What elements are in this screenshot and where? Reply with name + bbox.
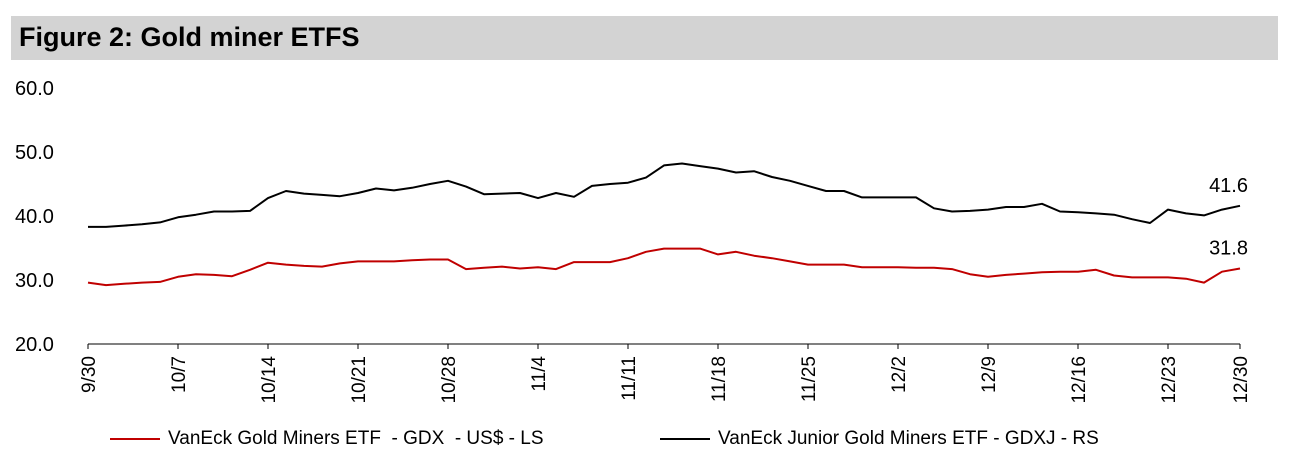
legend-label-gdx: VanEck Gold Miners ETF - GDX - US$ - LS [168, 428, 544, 449]
chart-legend: VanEck Gold Miners ETF - GDX - US$ - LS … [0, 428, 1299, 460]
legend-item-gdx: VanEck Gold Miners ETF - GDX - US$ - LS [110, 428, 544, 450]
legend-item-gdxj: VanEck Junior Gold Miners ETF - GDXJ - R… [660, 428, 1099, 450]
legend-swatch-gdxj [660, 438, 710, 440]
x-tick-label: 11/18 [709, 356, 730, 402]
end-value-label-gdxj: 41.6 [1209, 175, 1248, 197]
legend-label-gdxj: VanEck Junior Gold Miners ETF - GDXJ - R… [718, 428, 1099, 449]
y-tick-label: 20.0 [15, 334, 54, 356]
x-tick-label: 12/30 [1231, 356, 1252, 404]
y-tick-label: 50.0 [15, 142, 54, 164]
figure-header: Figure 2: Gold miner ETFS [11, 16, 1278, 60]
x-tick-label: 10/21 [349, 356, 370, 404]
x-tick-label: 11/25 [799, 356, 820, 402]
line-chart: 60.0 50.0 40.0 30.0 20.0 9/30 10/7 10/14 10/21 10… [15, 78, 1252, 404]
end-value-label-gdx: 31.8 [1209, 237, 1248, 259]
x-tick-label: 12/9 [979, 356, 1000, 393]
x-tick-label: 12/2 [889, 356, 910, 393]
legend-swatch-gdx [110, 438, 160, 440]
series-line-gdxj [88, 162, 1241, 228]
figure-title: Figure 2: Gold miner ETFS [19, 22, 360, 52]
x-tick-label: 12/16 [1069, 356, 1090, 404]
x-tick-label: 12/23 [1159, 356, 1180, 404]
x-tick-label: 10/7 [169, 356, 190, 393]
x-tick-label: 11/4 [529, 356, 550, 392]
y-tick-label: 60.0 [15, 78, 54, 100]
x-tick-label: 10/14 [259, 356, 280, 404]
series-line-gdx [87, 247, 1241, 287]
y-tick-label: 30.0 [15, 270, 54, 292]
x-tick-label: 10/28 [439, 356, 460, 404]
y-tick-label: 40.0 [15, 206, 54, 228]
x-tick-label: 9/30 [79, 356, 100, 393]
x-tick-label: 11/11 [619, 356, 640, 401]
